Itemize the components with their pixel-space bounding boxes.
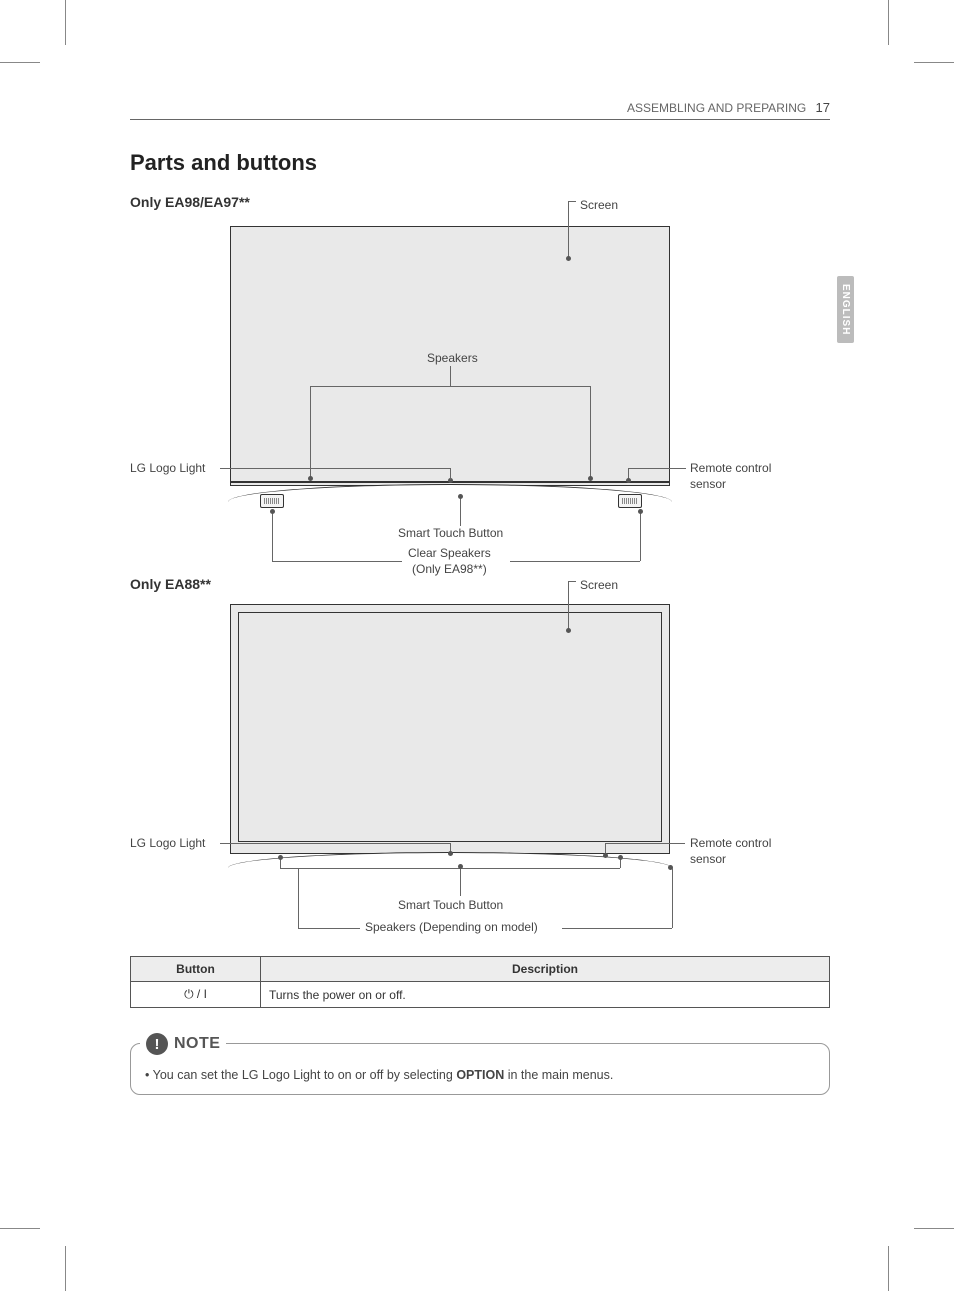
leader-dot (278, 855, 283, 860)
leader-dot (308, 476, 313, 481)
diagram-ea98-ea97: Screen Speakers LG Logo Light Remote con… (130, 216, 830, 576)
leader (628, 468, 686, 469)
table-header-description: Description (261, 957, 830, 982)
remote-sensor-l1: Remote control (690, 461, 771, 475)
leader (605, 843, 685, 844)
screen-label: Screen (580, 578, 618, 594)
leader-dot (458, 864, 463, 869)
leader (220, 468, 450, 469)
section-name: ASSEMBLING AND PREPARING (627, 101, 806, 115)
leader (510, 561, 640, 562)
tv-curve (228, 484, 672, 502)
crop-mark (888, 1246, 889, 1291)
note-header: ! NOTE (140, 1033, 226, 1055)
leader (672, 868, 673, 928)
page-title: Parts and buttons (130, 150, 830, 176)
crop-mark (0, 62, 40, 63)
leader (568, 581, 576, 582)
smart-touch-label: Smart Touch Button (398, 898, 503, 914)
leader (562, 928, 672, 929)
remote-sensor-l2: sensor (690, 477, 726, 491)
crop-mark (888, 0, 889, 45)
leader (272, 561, 402, 562)
remote-sensor-l1: Remote control (690, 836, 771, 850)
speaker-right-icon (618, 494, 642, 508)
remote-sensor-label: Remote control sensor (690, 461, 771, 492)
table-header-button: Button (131, 957, 261, 982)
leader (450, 468, 451, 480)
leader-dot (638, 509, 643, 514)
leader (272, 512, 273, 561)
lg-logo-light-label: LG Logo Light (130, 836, 205, 852)
leader (450, 366, 451, 386)
leader-dot (566, 256, 571, 261)
leader-dot (618, 855, 623, 860)
leader-dot (603, 853, 608, 858)
crop-mark (65, 1246, 66, 1291)
clear-speakers-l1: Clear Speakers (408, 546, 491, 560)
info-icon: ! (146, 1033, 168, 1055)
crop-mark (65, 0, 66, 45)
smart-touch-label: Smart Touch Button (398, 526, 503, 542)
clear-speakers-label: Clear Speakers (Only EA98**) (408, 546, 491, 577)
leader (310, 386, 590, 387)
leader (640, 512, 641, 561)
note-text-after: in the main menus. (504, 1068, 613, 1082)
leader (590, 386, 591, 478)
leader-dot (448, 851, 453, 856)
clear-speakers-l2: (Only EA98**) (412, 562, 487, 576)
crop-mark (914, 1228, 954, 1229)
button-cell: ⏻ / I (131, 982, 261, 1008)
leader-dot (458, 494, 463, 499)
language-tab: ENGLISH (837, 276, 854, 343)
diagram1-model-label: Only EA98/EA97** (130, 194, 830, 210)
page-number: 17 (816, 100, 830, 115)
table-row: ⏻ / I Turns the power on or off. (131, 982, 830, 1008)
crop-mark (0, 1228, 40, 1229)
note-bold: OPTION (456, 1068, 504, 1082)
lg-logo-light-label: LG Logo Light (130, 461, 205, 477)
speaker-left-icon (260, 494, 284, 508)
note-heading: NOTE (174, 1035, 220, 1053)
leader-dot (588, 476, 593, 481)
leader (568, 581, 569, 631)
diagram-ea88: Screen LG Logo Light Remote control sens… (130, 598, 830, 948)
bullet: • (145, 1068, 153, 1082)
leader-dot (566, 628, 571, 633)
page-header: ASSEMBLING AND PREPARING 17 (130, 100, 830, 120)
leader (568, 201, 569, 259)
leader (568, 201, 576, 202)
speakers-depending-label: Speakers (Depending on model) (365, 920, 538, 936)
diagram2-model-label: Only EA88** (130, 576, 830, 592)
page-content: ENGLISH ASSEMBLING AND PREPARING 17 Part… (130, 100, 830, 1095)
remote-sensor-label: Remote control sensor (690, 836, 771, 867)
speakers-label: Speakers (427, 351, 478, 367)
leader (298, 868, 299, 928)
leader-dot (626, 478, 631, 483)
button-table: Button Description ⏻ / I Turns the power… (130, 956, 830, 1008)
note-box: ! NOTE • You can set the LG Logo Light t… (130, 1043, 830, 1095)
leader (280, 868, 620, 869)
crop-mark (914, 62, 954, 63)
leader (220, 843, 450, 844)
leader (310, 386, 311, 478)
leader (460, 496, 461, 526)
leader (460, 868, 461, 896)
description-cell: Turns the power on or off. (261, 982, 830, 1008)
tv-inner (238, 612, 662, 842)
note-text-before: You can set the LG Logo Light to on or o… (153, 1068, 457, 1082)
note-content: • You can set the LG Logo Light to on or… (130, 1043, 830, 1095)
screen-label: Screen (580, 198, 618, 214)
remote-sensor-l2: sensor (690, 852, 726, 866)
leader-dot (270, 509, 275, 514)
leader (298, 928, 360, 929)
